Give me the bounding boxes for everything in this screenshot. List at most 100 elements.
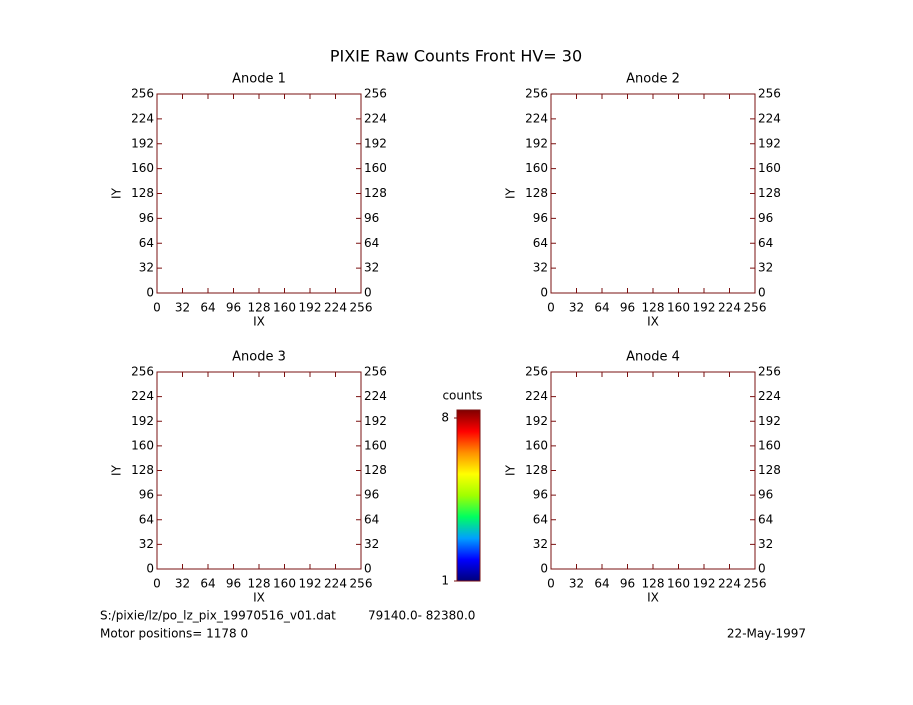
x-tick-label: 96 xyxy=(226,301,241,315)
y-tick-label-right: 32 xyxy=(758,537,773,551)
x-tick-label: 128 xyxy=(642,301,665,315)
x-tick-label: 128 xyxy=(248,577,271,591)
y-tick-label-right: 160 xyxy=(364,161,387,175)
x-tick-label: 0 xyxy=(547,577,555,591)
y-tick-label-right: 224 xyxy=(758,389,781,403)
y-tick-label-right: 160 xyxy=(758,161,781,175)
y-tick-label: 0 xyxy=(540,286,548,300)
panel-title: Anode 4 xyxy=(626,350,680,365)
y-tick-label: 224 xyxy=(131,389,154,403)
y-tick-label: 96 xyxy=(139,488,154,502)
y-tick-label-right: 64 xyxy=(758,236,773,250)
y-tick-label: 96 xyxy=(533,488,548,502)
footer-motor: Motor positions= 1178 0 xyxy=(100,627,248,641)
y-tick-label-right: 0 xyxy=(364,286,372,300)
y-tick-label-right: 32 xyxy=(364,537,379,551)
y-tick-label: 160 xyxy=(131,438,154,452)
colorbar-label: counts xyxy=(442,389,482,403)
y-tick-label: 0 xyxy=(146,286,154,300)
y-tick-label-right: 256 xyxy=(364,87,387,101)
x-tick-label: 256 xyxy=(350,301,373,315)
y-tick-label-right: 192 xyxy=(758,414,781,428)
figure-title: PIXIE Raw Counts Front HV= 30 xyxy=(330,47,582,66)
panel-title: Anode 2 xyxy=(626,72,680,87)
x-tick-label: 160 xyxy=(667,301,690,315)
y-tick-label: 160 xyxy=(525,161,548,175)
y-tick-label: 96 xyxy=(139,211,154,225)
plot-area xyxy=(550,371,756,570)
y-tick-label: 64 xyxy=(533,236,548,250)
y-tick-label-right: 192 xyxy=(364,414,387,428)
y-tick-label-right: 32 xyxy=(758,261,773,275)
plot-area xyxy=(550,93,756,294)
y-tick-label: 192 xyxy=(131,136,154,150)
y-tick-label-right: 128 xyxy=(364,463,387,477)
y-tick-label: 160 xyxy=(131,161,154,175)
x-tick-label: 224 xyxy=(324,577,347,591)
x-tick-label: 256 xyxy=(744,577,767,591)
y-tick-label: 128 xyxy=(131,186,154,200)
y-tick-label-right: 256 xyxy=(364,365,387,379)
y-tick-label-right: 192 xyxy=(364,136,387,150)
colorbar-tick-label: 1 xyxy=(441,574,449,588)
x-tick-label: 0 xyxy=(547,301,555,315)
x-tick-label: 160 xyxy=(273,577,296,591)
y-tick-label: 256 xyxy=(131,365,154,379)
y-tick-label: 64 xyxy=(139,236,154,250)
panel-title: Anode 1 xyxy=(232,72,286,87)
x-tick-label: 160 xyxy=(667,577,690,591)
y-tick-label-right: 160 xyxy=(758,438,781,452)
y-tick-label: 192 xyxy=(525,414,548,428)
footer-file: S:/pixie/lz/po_lz_pix_19970516_v01.dat xyxy=(100,609,336,623)
y-tick-label: 32 xyxy=(139,261,154,275)
x-tick-label: 256 xyxy=(350,577,373,591)
y-tick-label: 192 xyxy=(525,136,548,150)
x-tick-label: 64 xyxy=(200,577,215,591)
y-tick-label-right: 0 xyxy=(758,562,766,576)
x-tick-label: 96 xyxy=(226,577,241,591)
y-tick-label-right: 256 xyxy=(758,87,781,101)
y-tick-label: 64 xyxy=(139,512,154,526)
y-tick-label: 96 xyxy=(533,211,548,225)
x-tick-label: 0 xyxy=(153,301,161,315)
x-tick-label: 64 xyxy=(594,577,609,591)
x-tick-label: 96 xyxy=(620,301,635,315)
y-axis-label: IY xyxy=(504,187,518,199)
y-tick-label: 128 xyxy=(131,463,154,477)
x-axis-label: IX xyxy=(253,315,265,329)
y-tick-label-right: 96 xyxy=(758,488,773,502)
x-axis-label: IX xyxy=(647,591,659,605)
x-tick-label: 64 xyxy=(594,301,609,315)
x-tick-label: 192 xyxy=(693,301,716,315)
y-tick-label-right: 224 xyxy=(364,389,387,403)
y-tick-label-right: 64 xyxy=(758,512,773,526)
x-tick-label: 192 xyxy=(693,577,716,591)
y-tick-label: 224 xyxy=(525,111,548,125)
y-tick-label-right: 224 xyxy=(364,111,387,125)
x-axis-label: IX xyxy=(647,315,659,329)
footer-range: 79140.0- 82380.0 xyxy=(368,609,475,623)
y-tick-label-right: 64 xyxy=(364,512,379,526)
x-tick-label: 224 xyxy=(718,577,741,591)
plot-area xyxy=(156,93,362,294)
y-tick-label-right: 96 xyxy=(364,488,379,502)
y-axis-label: IY xyxy=(110,187,124,199)
x-tick-label: 0 xyxy=(153,577,161,591)
y-tick-label-right: 32 xyxy=(364,261,379,275)
y-tick-label: 256 xyxy=(525,365,548,379)
x-tick-label: 32 xyxy=(569,301,584,315)
y-axis-label: IY xyxy=(110,464,124,476)
y-tick-label: 224 xyxy=(525,389,548,403)
x-axis-label: IX xyxy=(253,591,265,605)
x-tick-label: 256 xyxy=(744,301,767,315)
y-tick-label: 32 xyxy=(533,261,548,275)
x-tick-label: 128 xyxy=(248,301,271,315)
panel-title: Anode 3 xyxy=(232,350,286,365)
y-tick-label: 32 xyxy=(533,537,548,551)
x-tick-label: 32 xyxy=(175,301,190,315)
x-tick-label: 224 xyxy=(324,301,347,315)
plot-area xyxy=(156,371,362,570)
x-tick-label: 192 xyxy=(299,577,322,591)
y-tick-label: 128 xyxy=(525,186,548,200)
